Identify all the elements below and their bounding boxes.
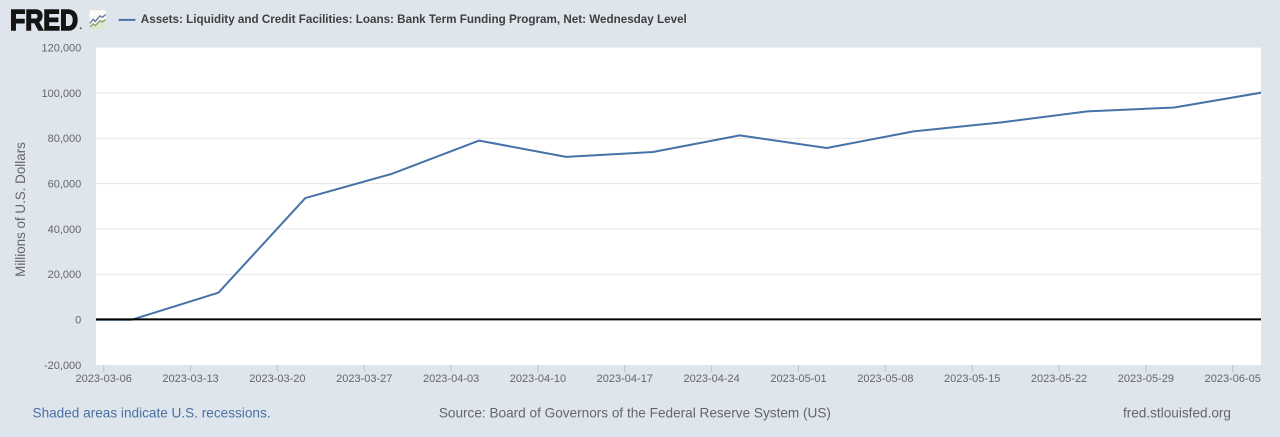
svg-text:2023-06-05: 2023-06-05: [1205, 373, 1261, 385]
svg-text:120,000: 120,000: [42, 42, 82, 54]
svg-text:Assets: Liquidity and Credit F: Assets: Liquidity and Credit Facilities:…: [141, 12, 687, 26]
svg-text:2023-05-08: 2023-05-08: [857, 373, 913, 385]
svg-text:2023-04-03: 2023-04-03: [423, 373, 479, 385]
svg-text:80,000: 80,000: [48, 133, 82, 145]
svg-text:Shaded areas indicate U.S. rec: Shaded areas indicate U.S. recessions.: [33, 406, 271, 421]
svg-text:fred.stlouisfed.org: fred.stlouisfed.org: [1123, 406, 1231, 421]
svg-text:2023-03-06: 2023-03-06: [76, 373, 132, 385]
svg-text:-20,000: -20,000: [44, 360, 81, 372]
svg-text:2023-03-13: 2023-03-13: [162, 373, 218, 385]
svg-text:2023-05-15: 2023-05-15: [944, 373, 1000, 385]
svg-text:2023-04-10: 2023-04-10: [510, 373, 566, 385]
svg-text:60,000: 60,000: [48, 179, 82, 191]
svg-text:2023-05-29: 2023-05-29: [1118, 373, 1174, 385]
svg-text:40,000: 40,000: [48, 224, 82, 236]
svg-text:20,000: 20,000: [48, 269, 82, 281]
svg-text:100,000: 100,000: [42, 88, 82, 100]
svg-text:FRED: FRED: [10, 5, 78, 37]
svg-text:2023-05-22: 2023-05-22: [1031, 373, 1087, 385]
svg-text:2023-04-24: 2023-04-24: [684, 373, 740, 385]
svg-text:2023-03-27: 2023-03-27: [336, 373, 392, 385]
svg-text:2023-05-01: 2023-05-01: [770, 373, 826, 385]
svg-text:2023-03-20: 2023-03-20: [249, 373, 305, 385]
svg-text:2023-04-17: 2023-04-17: [597, 373, 653, 385]
svg-text:Source: Board of Governors of: Source: Board of Governors of the Federa…: [439, 406, 831, 421]
svg-text:Millions of U.S. Dollars: Millions of U.S. Dollars: [13, 142, 28, 277]
svg-text:0: 0: [75, 315, 81, 327]
